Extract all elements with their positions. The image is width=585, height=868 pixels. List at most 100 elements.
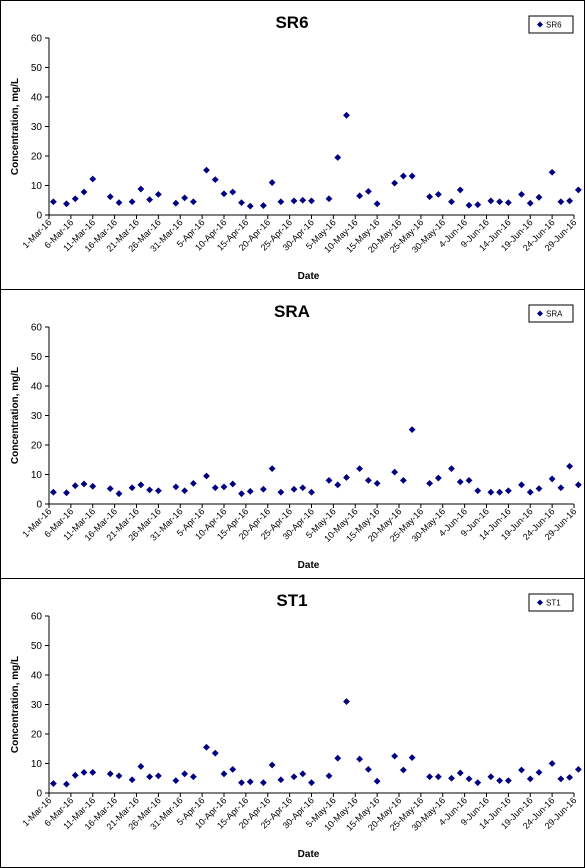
y-tick-label: 0 bbox=[36, 211, 42, 222]
y-tick-label: 60 bbox=[31, 34, 43, 45]
data-point bbox=[399, 172, 407, 180]
data-point bbox=[268, 465, 276, 472]
data-point bbox=[220, 190, 228, 198]
data-point bbox=[343, 698, 350, 705]
data-point bbox=[364, 188, 372, 195]
data-point bbox=[465, 477, 473, 484]
data-point bbox=[518, 190, 525, 198]
data-point bbox=[268, 761, 276, 769]
data-point bbox=[548, 168, 556, 176]
data-point bbox=[557, 775, 565, 783]
data-point bbox=[154, 190, 162, 198]
legend-marker bbox=[537, 21, 543, 28]
data-point bbox=[356, 755, 364, 763]
data-point bbox=[49, 198, 57, 206]
data-point bbox=[128, 484, 136, 492]
y-tick-label: 10 bbox=[31, 181, 43, 192]
data-point bbox=[80, 188, 88, 196]
y-tick-label: 20 bbox=[31, 730, 43, 741]
data-point bbox=[220, 483, 228, 491]
data-point bbox=[137, 763, 145, 770]
data-point bbox=[334, 154, 342, 161]
y-tick-label: 40 bbox=[31, 382, 43, 393]
data-point bbox=[211, 176, 219, 183]
data-point bbox=[391, 468, 399, 476]
data-point bbox=[63, 489, 70, 497]
data-point bbox=[246, 202, 254, 210]
data-point bbox=[574, 186, 582, 194]
data-point bbox=[238, 779, 245, 787]
data-point bbox=[115, 772, 123, 780]
data-point bbox=[434, 474, 442, 482]
data-point bbox=[181, 194, 189, 202]
data-point bbox=[80, 768, 88, 776]
data-point bbox=[408, 754, 416, 761]
y-tick-label: 20 bbox=[31, 441, 43, 452]
legend-marker bbox=[537, 599, 543, 606]
data-point bbox=[325, 195, 333, 203]
data-point bbox=[474, 487, 482, 495]
data-point bbox=[259, 485, 267, 493]
data-point bbox=[391, 179, 399, 187]
data-point bbox=[518, 766, 525, 774]
data-point bbox=[448, 774, 455, 782]
data-point bbox=[211, 484, 219, 492]
legend: SR6 bbox=[528, 15, 574, 34]
x-axis-label: Date bbox=[298, 849, 320, 860]
legend-label: ST1 bbox=[546, 599, 561, 608]
data-point bbox=[229, 188, 237, 196]
y-tick-label: 20 bbox=[31, 152, 43, 163]
data-point bbox=[238, 490, 245, 498]
chart-title: SR6 bbox=[275, 13, 308, 32]
data-point bbox=[89, 175, 97, 183]
data-point bbox=[408, 426, 416, 434]
data-point bbox=[128, 776, 136, 784]
data-point bbox=[474, 779, 482, 787]
data-point bbox=[434, 773, 442, 781]
data-point bbox=[566, 462, 574, 470]
chart-sr6: SR601020304050601-Mar-166-Mar-1611-Mar-1… bbox=[10, 13, 582, 282]
data-point bbox=[566, 197, 574, 205]
legend-box bbox=[528, 15, 574, 34]
x-axis-label: Date bbox=[298, 271, 320, 282]
data-point bbox=[334, 481, 342, 489]
data-point bbox=[290, 197, 298, 205]
data-point bbox=[574, 766, 582, 773]
data-point bbox=[246, 778, 254, 786]
data-point bbox=[526, 775, 534, 783]
data-point bbox=[238, 199, 245, 207]
data-point bbox=[172, 483, 180, 491]
data-point bbox=[557, 484, 565, 492]
data-point bbox=[63, 200, 70, 208]
data-point bbox=[518, 481, 525, 489]
data-point bbox=[203, 743, 210, 751]
data-point bbox=[504, 777, 512, 785]
y-tick-label: 60 bbox=[31, 323, 43, 334]
data-point bbox=[181, 770, 189, 778]
chart-title: SRA bbox=[274, 302, 310, 321]
legend-box bbox=[528, 593, 574, 612]
data-point bbox=[146, 486, 154, 494]
data-point bbox=[71, 771, 79, 779]
data-point bbox=[373, 777, 381, 785]
data-point bbox=[71, 195, 79, 203]
data-point bbox=[535, 485, 543, 493]
data-point bbox=[465, 201, 473, 209]
data-point bbox=[566, 773, 574, 781]
y-axis-label: Concentration, mg/L bbox=[10, 656, 21, 753]
chart-panel-st1: ST1 0 10 20 30 40 50 60 1-Mar-16 6-Mar-16 11-Mar-1… bbox=[0, 578, 585, 868]
data-point bbox=[308, 488, 315, 496]
data-point bbox=[115, 199, 123, 207]
data-point bbox=[426, 479, 434, 487]
y-tick-label: 40 bbox=[31, 671, 43, 682]
y-tick-label: 40 bbox=[31, 93, 43, 104]
y-tick-label: 30 bbox=[31, 700, 43, 711]
data-point bbox=[172, 777, 180, 785]
data-point bbox=[290, 773, 298, 781]
data-point bbox=[399, 477, 407, 484]
data-point bbox=[308, 779, 315, 787]
data-point bbox=[89, 768, 97, 776]
data-point bbox=[548, 760, 556, 767]
y-axis-label: Concentration, mg/L bbox=[10, 367, 21, 464]
data-point bbox=[426, 193, 434, 201]
